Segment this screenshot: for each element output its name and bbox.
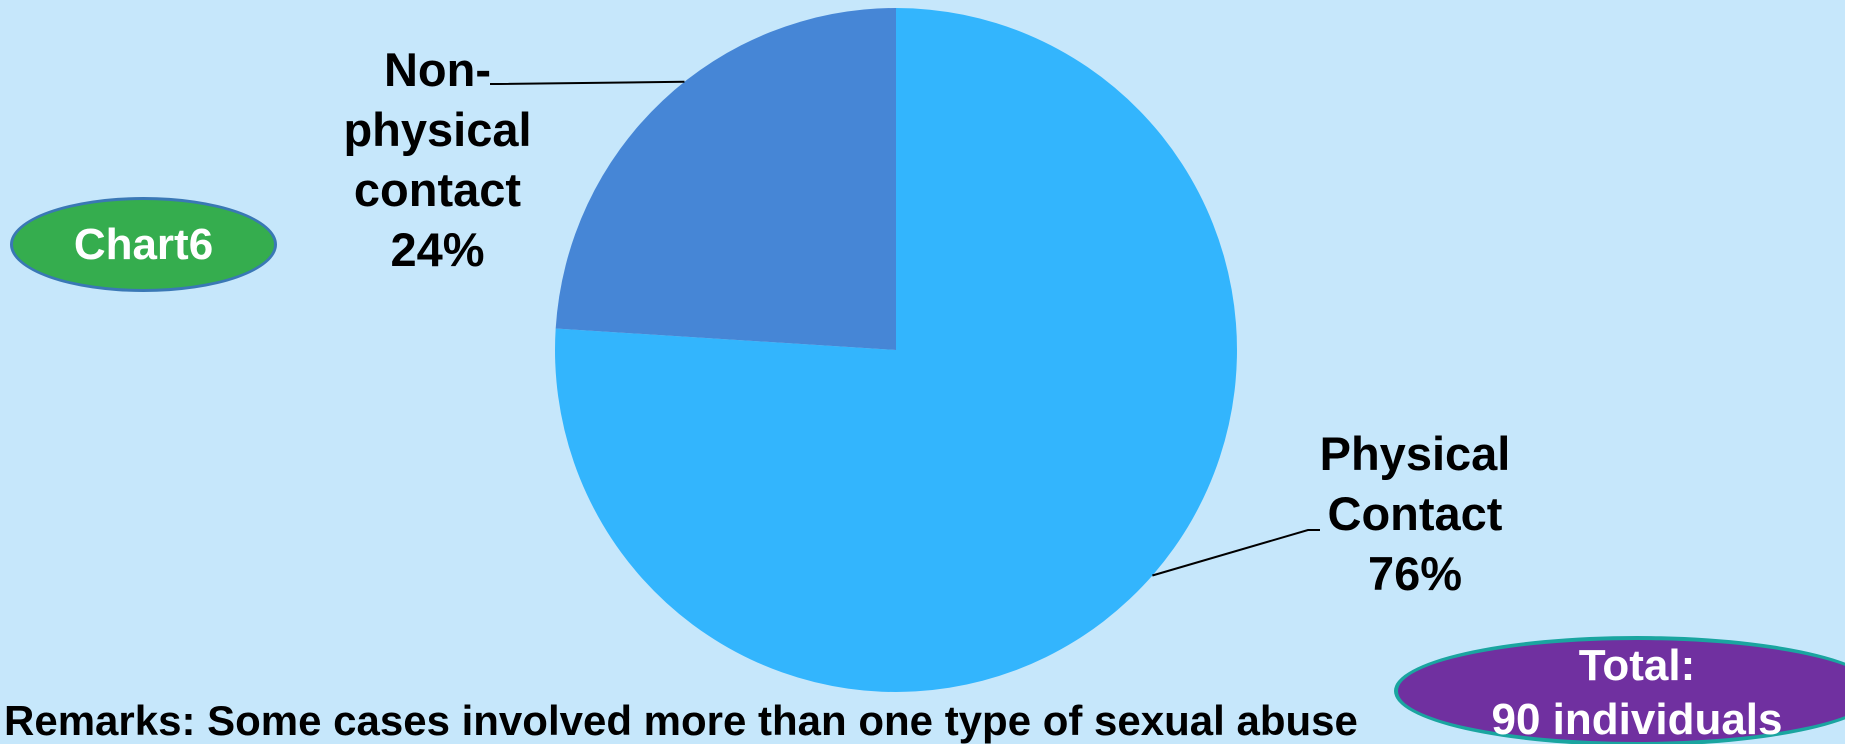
chart-name-badge: Chart6 <box>10 197 277 292</box>
remarks-text: Remarks: Some cases involved more than o… <box>4 697 1358 744</box>
total-badge: Total: 90 individuals <box>1394 636 1845 744</box>
slice-label-physical: Physical Contact 76% <box>1310 424 1520 604</box>
pie-slice-physical <box>555 8 1238 692</box>
total-value: 90 individuals <box>1491 695 1783 744</box>
pie-slice-nonphysical <box>555 8 896 350</box>
leader-line-physical <box>1152 529 1320 577</box>
slice-name-line: Contact <box>1327 487 1503 540</box>
total-label: Total: <box>1578 641 1696 690</box>
slice-name-line: Non- <box>383 43 491 96</box>
slice-label-nonphysical: Non- physical contact 24% <box>330 40 545 280</box>
slice-percent: 76% <box>1367 547 1463 600</box>
chart-name-text: Chart6 <box>73 219 214 269</box>
slice-name-line: contact <box>353 163 522 216</box>
slice-name-line: physical <box>343 103 532 156</box>
leader-line-nonphysical <box>490 80 685 85</box>
slice-name-line: Physical <box>1319 427 1511 480</box>
slice-percent: 24% <box>390 223 485 276</box>
